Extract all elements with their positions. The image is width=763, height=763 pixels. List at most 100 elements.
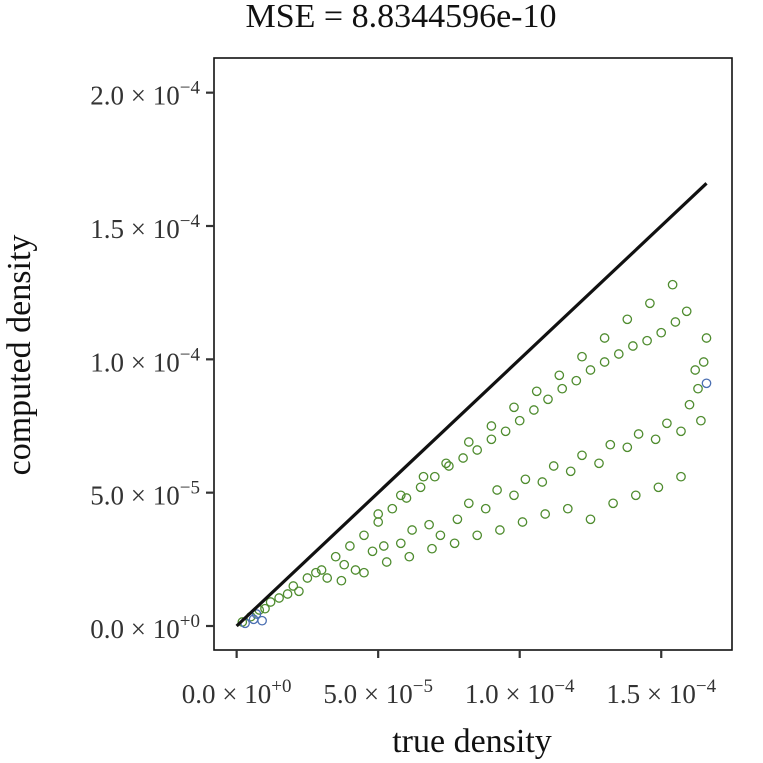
x-axis: 0.0 × 10+0 5.0 × 10−5 1.0 × 10−4 1.5 × 10−4 [182, 650, 717, 709]
data-point [622, 442, 633, 453]
data-point [701, 378, 712, 389]
data-point [667, 279, 678, 290]
data-point [554, 370, 565, 381]
data-point [449, 538, 460, 549]
data-point [698, 357, 709, 367]
data-point [395, 490, 406, 501]
data-point [260, 603, 270, 614]
data-point [463, 437, 474, 447]
data-point [330, 551, 341, 562]
data-point [642, 335, 652, 346]
data-point [282, 589, 293, 599]
data-point [653, 482, 664, 493]
data-point [630, 490, 641, 501]
data-point [401, 493, 412, 503]
data-point [670, 317, 681, 327]
data-point [608, 498, 618, 509]
data-point [628, 341, 638, 351]
y-tick-label: 1.0 × 10−4 [90, 344, 200, 377]
data-point [395, 538, 406, 549]
data-point [274, 593, 284, 603]
data-point [645, 298, 655, 309]
data-point [650, 434, 661, 445]
data-point [577, 450, 587, 461]
data-point [599, 357, 610, 367]
data-point [514, 415, 525, 426]
data-point [350, 565, 361, 575]
tick-label-exponent: +0 [180, 611, 200, 632]
data-point [373, 509, 384, 519]
data-point [520, 474, 531, 485]
data-point [251, 609, 262, 619]
tick-label-mantissa: 2.0 × 10 [90, 81, 179, 111]
data-point [548, 461, 559, 471]
data-point [693, 383, 703, 394]
data-point [696, 415, 706, 426]
x-tick-label: 1.0 × 10−4 [465, 676, 575, 709]
data-point [441, 458, 451, 469]
data-point [633, 429, 644, 439]
x-axis-label: true density [392, 723, 552, 760]
data-point [294, 586, 304, 597]
data-point [322, 573, 333, 583]
data-point [690, 365, 701, 375]
data-point [684, 399, 695, 410]
data-point [509, 402, 519, 413]
tick-label-exponent: −5 [180, 478, 200, 499]
y-tick-label: 0.0 × 10+0 [90, 611, 200, 644]
data-point [681, 306, 692, 317]
data-point [594, 458, 604, 469]
data-point [424, 519, 434, 530]
data-point [577, 351, 587, 362]
tick-label-mantissa: 1.5 × 10 [90, 214, 179, 244]
data-point [427, 543, 437, 554]
tick-label-exponent: −4 [696, 676, 717, 697]
data-point [387, 503, 398, 514]
data-point [540, 509, 551, 519]
data-point [381, 557, 392, 567]
data-point [622, 314, 633, 325]
data-point [571, 375, 582, 386]
tick-label-mantissa: 0.0 × 10 [182, 679, 271, 709]
identity-reference-line [235, 182, 708, 628]
tick-label-mantissa: 0.0 × 10 [90, 614, 179, 644]
data-point [562, 503, 573, 514]
data-point [418, 471, 429, 482]
reference-line-layer [235, 182, 708, 628]
chart-title: MSE = 8.8344596e-10 [246, 0, 557, 35]
data-point [517, 517, 528, 527]
x-tick-label: 1.5 × 10−4 [606, 676, 716, 709]
data-point [345, 541, 355, 551]
data-point [509, 490, 519, 501]
x-tick-label: 5.0 × 10−5 [323, 676, 433, 709]
y-axis-label: computed density [1, 235, 38, 476]
data-point [472, 445, 483, 455]
tick-label-exponent: −4 [554, 676, 575, 697]
data-point [492, 485, 502, 495]
data-point [662, 418, 672, 429]
plot-panel-border [213, 57, 733, 651]
data-point [339, 559, 350, 570]
data-point [316, 565, 327, 575]
data-point [486, 421, 497, 431]
data-point [613, 349, 624, 359]
data-point [444, 461, 454, 471]
tick-label-mantissa: 5.0 × 10 [90, 481, 179, 511]
data-point [486, 434, 497, 445]
data-point [288, 581, 299, 591]
data-point [407, 525, 417, 535]
data-point [336, 575, 347, 586]
data-point [605, 439, 616, 450]
data-point [265, 597, 276, 607]
data-point [585, 365, 596, 375]
data-point [676, 426, 686, 437]
y-axis: 0.0 × 10+05.0 × 10−51.0 × 10−41.5 × 10−4… [90, 78, 214, 644]
data-point [404, 551, 415, 562]
data-point [378, 541, 389, 551]
data-point [257, 615, 267, 626]
data-point [676, 471, 686, 482]
tick-label-exponent: −5 [413, 676, 433, 697]
tick-label-mantissa: 1.0 × 10 [465, 679, 554, 709]
data-point [585, 514, 596, 525]
